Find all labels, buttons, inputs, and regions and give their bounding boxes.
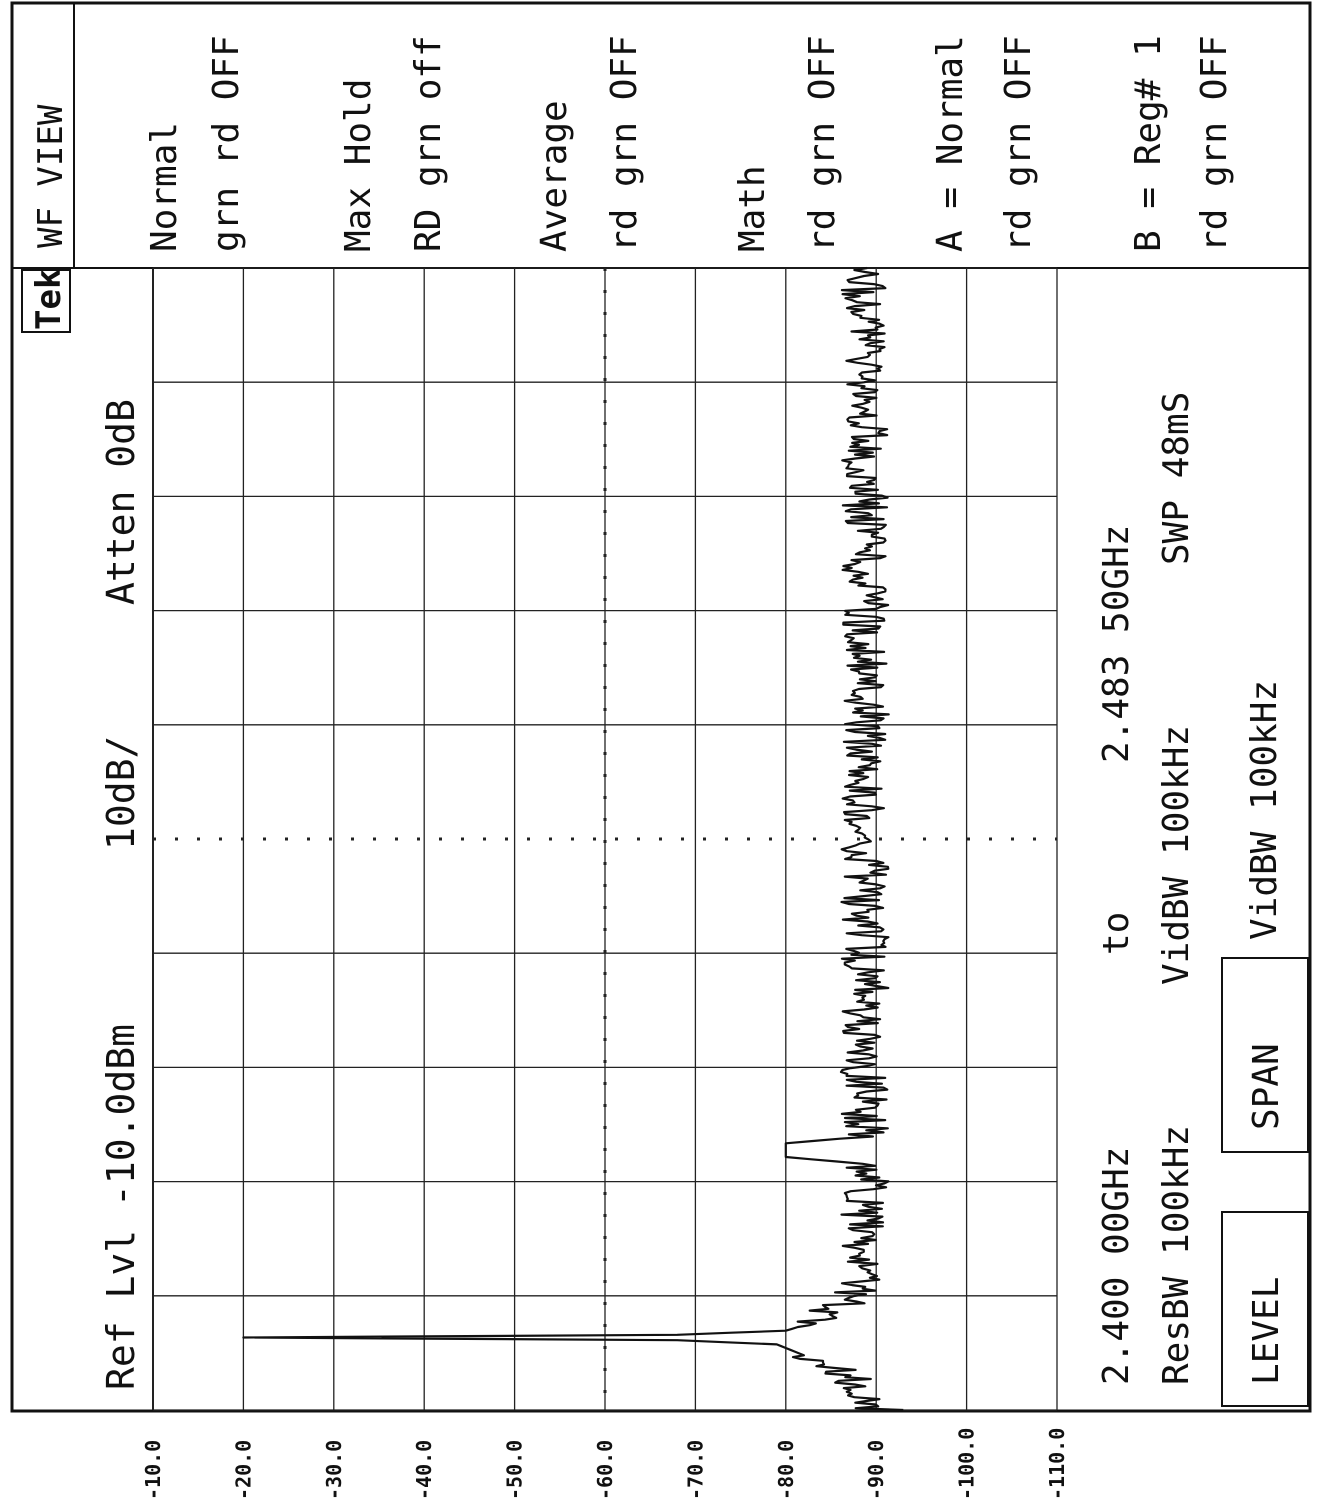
ref-level-label: Ref Lvl -10.0dBm xyxy=(99,1024,143,1390)
attenuation-label: Atten 0dB xyxy=(99,399,143,605)
y-tick-label: -20.0 xyxy=(231,1440,255,1500)
spectrum-trace-layer xyxy=(242,266,904,1412)
level-button[interactable]: LEVEL xyxy=(1221,1211,1309,1407)
scale-label: 10dB/ xyxy=(99,736,143,850)
menu-item-label[interactable]: Math xyxy=(732,165,773,252)
graticule xyxy=(152,267,1058,1411)
menu-item-label[interactable]: Average xyxy=(534,100,575,252)
level-button-label: LEVEL xyxy=(1246,1277,1287,1385)
stop-frequency: 2.483 50GHz xyxy=(1096,525,1137,763)
y-tick-label: -80.0 xyxy=(774,1440,798,1500)
menu-item-label[interactable]: Normal xyxy=(144,122,185,252)
start-frequency: 2.400 00GHz xyxy=(1096,1147,1137,1385)
y-axis-tick-labels: -10.0 -20.0 -30.0 -40.0 -50.0 -60.0 -70.0 -80.0… xyxy=(141,1428,1069,1500)
y-tick-label: -40.0 xyxy=(412,1440,436,1500)
menu-item-label[interactable]: B = Reg# 1 xyxy=(1128,35,1169,252)
y-tick-label: -90.0 xyxy=(864,1440,888,1500)
outer-frame xyxy=(10,1,1312,1413)
y-tick-label: -100.0 xyxy=(955,1428,979,1500)
menu-item-state: rd grn OFF xyxy=(802,35,843,252)
menu-title: WF VIEW xyxy=(31,104,71,248)
y-tick-label: -60.0 xyxy=(593,1440,617,1500)
menu-video-bandwidth: VidBW 100kHz xyxy=(1244,680,1285,940)
span-button[interactable]: SPAN xyxy=(1221,957,1309,1153)
y-tick-label: -110.0 xyxy=(1045,1428,1069,1500)
spectrum-trace xyxy=(242,266,904,1412)
video-bandwidth: VidBW 100kHz xyxy=(1156,725,1197,985)
resolution-bandwidth: ResBW 100kHz xyxy=(1156,1125,1197,1385)
sweep-time: SWP 48mS xyxy=(1156,392,1197,565)
menu-item-label[interactable]: Max Hold xyxy=(338,79,379,252)
y-tick-label: -10.0 xyxy=(141,1440,165,1500)
y-tick-label: -30.0 xyxy=(322,1440,346,1500)
tek-logo: Tek xyxy=(21,269,71,333)
menu-item-state: rd grn OFF xyxy=(1194,35,1235,252)
y-tick-label: -50.0 xyxy=(503,1440,527,1500)
to-label: to xyxy=(1096,912,1137,955)
soft-menu: Normal grn rd OFF Max Hold RD grn off Averag… xyxy=(144,35,1235,252)
menu-item-label[interactable]: A = Normal xyxy=(930,35,971,252)
menu-item-state: rd grn OFF xyxy=(998,35,1039,252)
span-button-label: SPAN xyxy=(1246,1043,1287,1130)
menu-item-state: rd grn OFF xyxy=(604,35,645,252)
y-tick-label: -70.0 xyxy=(683,1440,707,1500)
menu-item-state: grn rd OFF xyxy=(206,35,247,252)
tek-logo-text: Tek xyxy=(29,269,69,330)
menu-item-state: RD grn off xyxy=(408,35,449,252)
